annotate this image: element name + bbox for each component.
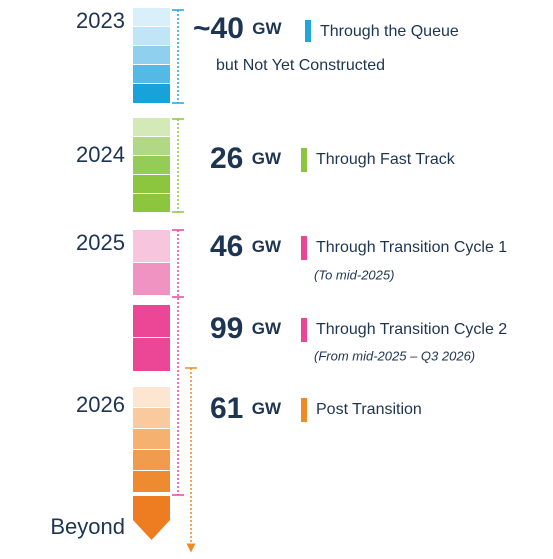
note: (From mid-2025 – Q3 2026)	[314, 348, 475, 363]
note: (To mid-2025)	[314, 267, 394, 282]
brackets	[172, 9, 197, 553]
color-bar	[305, 20, 311, 42]
amount: 61 GW	[210, 392, 282, 425]
amount: 99 GW	[210, 312, 282, 345]
year: 2025	[76, 230, 125, 255]
color-bar	[301, 398, 307, 422]
label: Through Transition Cycle 2	[316, 321, 507, 338]
year: Beyond	[50, 514, 125, 539]
label: Through Fast Track	[316, 151, 456, 168]
label: Post Transition	[316, 401, 422, 418]
color-bar	[301, 148, 307, 172]
amount: ~40 GW	[193, 12, 282, 45]
year: 2024	[76, 142, 125, 167]
label: Through Transition Cycle 1	[316, 239, 507, 256]
blocks	[133, 8, 170, 540]
label: Through the Queue	[320, 23, 459, 40]
color-bar	[301, 236, 307, 260]
year: 2023	[76, 8, 125, 33]
color-bar	[301, 318, 307, 342]
amount: 26 GW	[210, 142, 282, 175]
label: but Not Yet Constructed	[216, 57, 385, 74]
year: 2026	[76, 392, 125, 417]
amount: 46 GW	[210, 230, 282, 263]
